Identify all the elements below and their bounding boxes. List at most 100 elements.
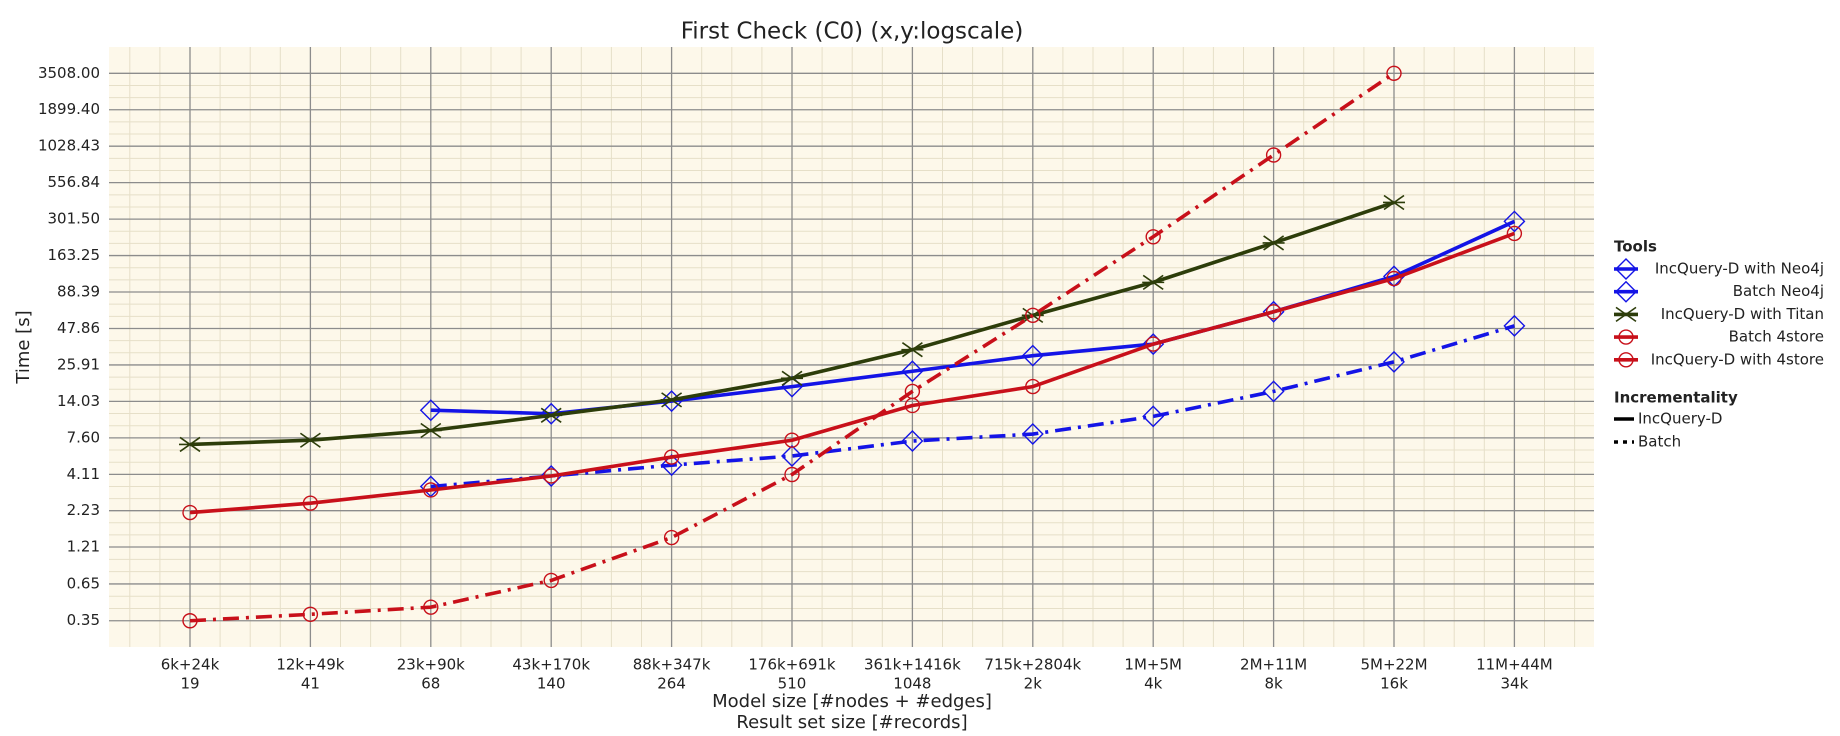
marker [1142,274,1165,291]
legend-label: Batch [1638,433,1681,451]
y-axis-label: Time [s] [13,310,34,384]
marker [901,430,924,453]
marker [663,449,680,465]
marker [1503,210,1526,233]
marker [660,392,683,408]
x-tick-label-secondary: 68 [421,675,440,693]
marker [1386,65,1402,81]
marker [1615,280,1637,303]
marker [1021,344,1044,367]
y-tick-label: 47.86 [57,319,100,337]
marker [1145,336,1161,352]
y-tick-label: 25.91 [57,355,100,373]
marker [1615,306,1637,323]
x-tick-label: 176k+691k [748,656,836,674]
x-tick-label: 6k+24k [161,656,220,674]
x-tick-label: 43k+170k [512,656,590,674]
x-tick-label-secondary: 16k [1380,675,1408,693]
x-tick-label: 11M+44M [1476,656,1553,674]
x-tick-label: 88k+347k [633,656,711,674]
legend-label: IncQuery-D [1638,410,1722,428]
x-tick-label-secondary: 1048 [893,675,931,693]
x-tick-label: 5M+22M [1360,656,1427,674]
y-tick-label: 88.39 [57,283,100,301]
x-tick-label-secondary: 4k [1144,675,1163,693]
legend-label: IncQuery-D with 4store [1651,350,1824,368]
legend-label: Batch Neo4j [1733,282,1824,300]
legend-title: Tools [1614,238,1657,256]
x-tick-label: 361k+1416k [864,656,961,674]
x-tick-label: 12k+49k [276,656,344,674]
marker [784,432,800,448]
marker [1383,194,1405,211]
y-tick-label: 0.65 [67,574,100,592]
marker [1265,147,1282,163]
x-tick-label-secondary: 19 [180,675,199,693]
x-tick-label: 715k+2804k [984,656,1081,674]
x-tick-label: 23k+90k [397,656,465,674]
marker [901,360,924,383]
x-tick-label-secondary: 41 [301,675,320,693]
x-axis-label: Model size [#nodes + #edges] [712,691,992,712]
series-line [189,231,1516,515]
marker [419,475,442,498]
y-tick-label: 14.03 [57,392,100,410]
marker [1383,350,1405,373]
marker [904,397,921,414]
y-tick-label: 0.35 [67,611,100,629]
y-tick-label: 1028.43 [38,137,100,155]
y-tick-label: 3508.00 [38,64,100,82]
legend-label: IncQuery-D with Neo4j [1655,260,1824,278]
marker [1386,270,1402,287]
marker [302,495,319,511]
marker [660,390,683,413]
legend-label: IncQuery-D with Titan [1661,305,1824,323]
marker [1262,380,1285,403]
legend-title: Incrementality [1614,389,1738,407]
marker [543,572,559,589]
marker [1503,314,1526,337]
y-tick-label: 163.25 [48,246,101,264]
x-tick-label-secondary: 2k [1024,675,1043,693]
marker [1615,258,1637,280]
marker [179,436,201,453]
marker [1145,229,1161,245]
x-tick-label-secondary: 34k [1501,675,1529,693]
y-tick-label: 301.50 [48,210,101,228]
marker [1618,329,1634,345]
marker [1618,352,1634,368]
marker [901,342,924,358]
x-tick-label-secondary: 140 [537,675,566,693]
marker [663,529,680,546]
y-tick-label: 556.84 [48,173,101,191]
marker [423,599,439,615]
marker [781,370,803,386]
marker [419,422,442,439]
marker [1025,307,1041,324]
plot-background [109,47,1594,647]
marker [419,399,442,422]
marker [1265,304,1282,320]
marker [781,444,803,467]
y-tick-label: 2.23 [67,501,100,519]
x-tick-label-secondary: 510 [778,675,807,693]
legend-label: Batch 4store [1729,328,1824,346]
marker [1506,225,1523,242]
x-tick-label-secondary: 8k [1264,675,1283,693]
x-tick-label-secondary: 264 [657,675,686,693]
x-tick-label: 1M+5M [1124,656,1182,674]
y-tick-label: 1.21 [67,538,100,556]
series-line [189,71,1396,623]
y-tick-label: 4.11 [67,465,100,483]
chart-title: First Check (C0) (x,y:logscale) [681,19,1024,45]
y-tick-label: 7.60 [67,428,100,446]
x-axis-label-secondary: Result set size [#records] [736,712,967,733]
marker [182,504,198,521]
marker [302,606,319,623]
marker [299,432,322,448]
marker [784,466,800,483]
marker [423,482,439,498]
marker [1142,405,1165,428]
marker [1025,378,1041,395]
